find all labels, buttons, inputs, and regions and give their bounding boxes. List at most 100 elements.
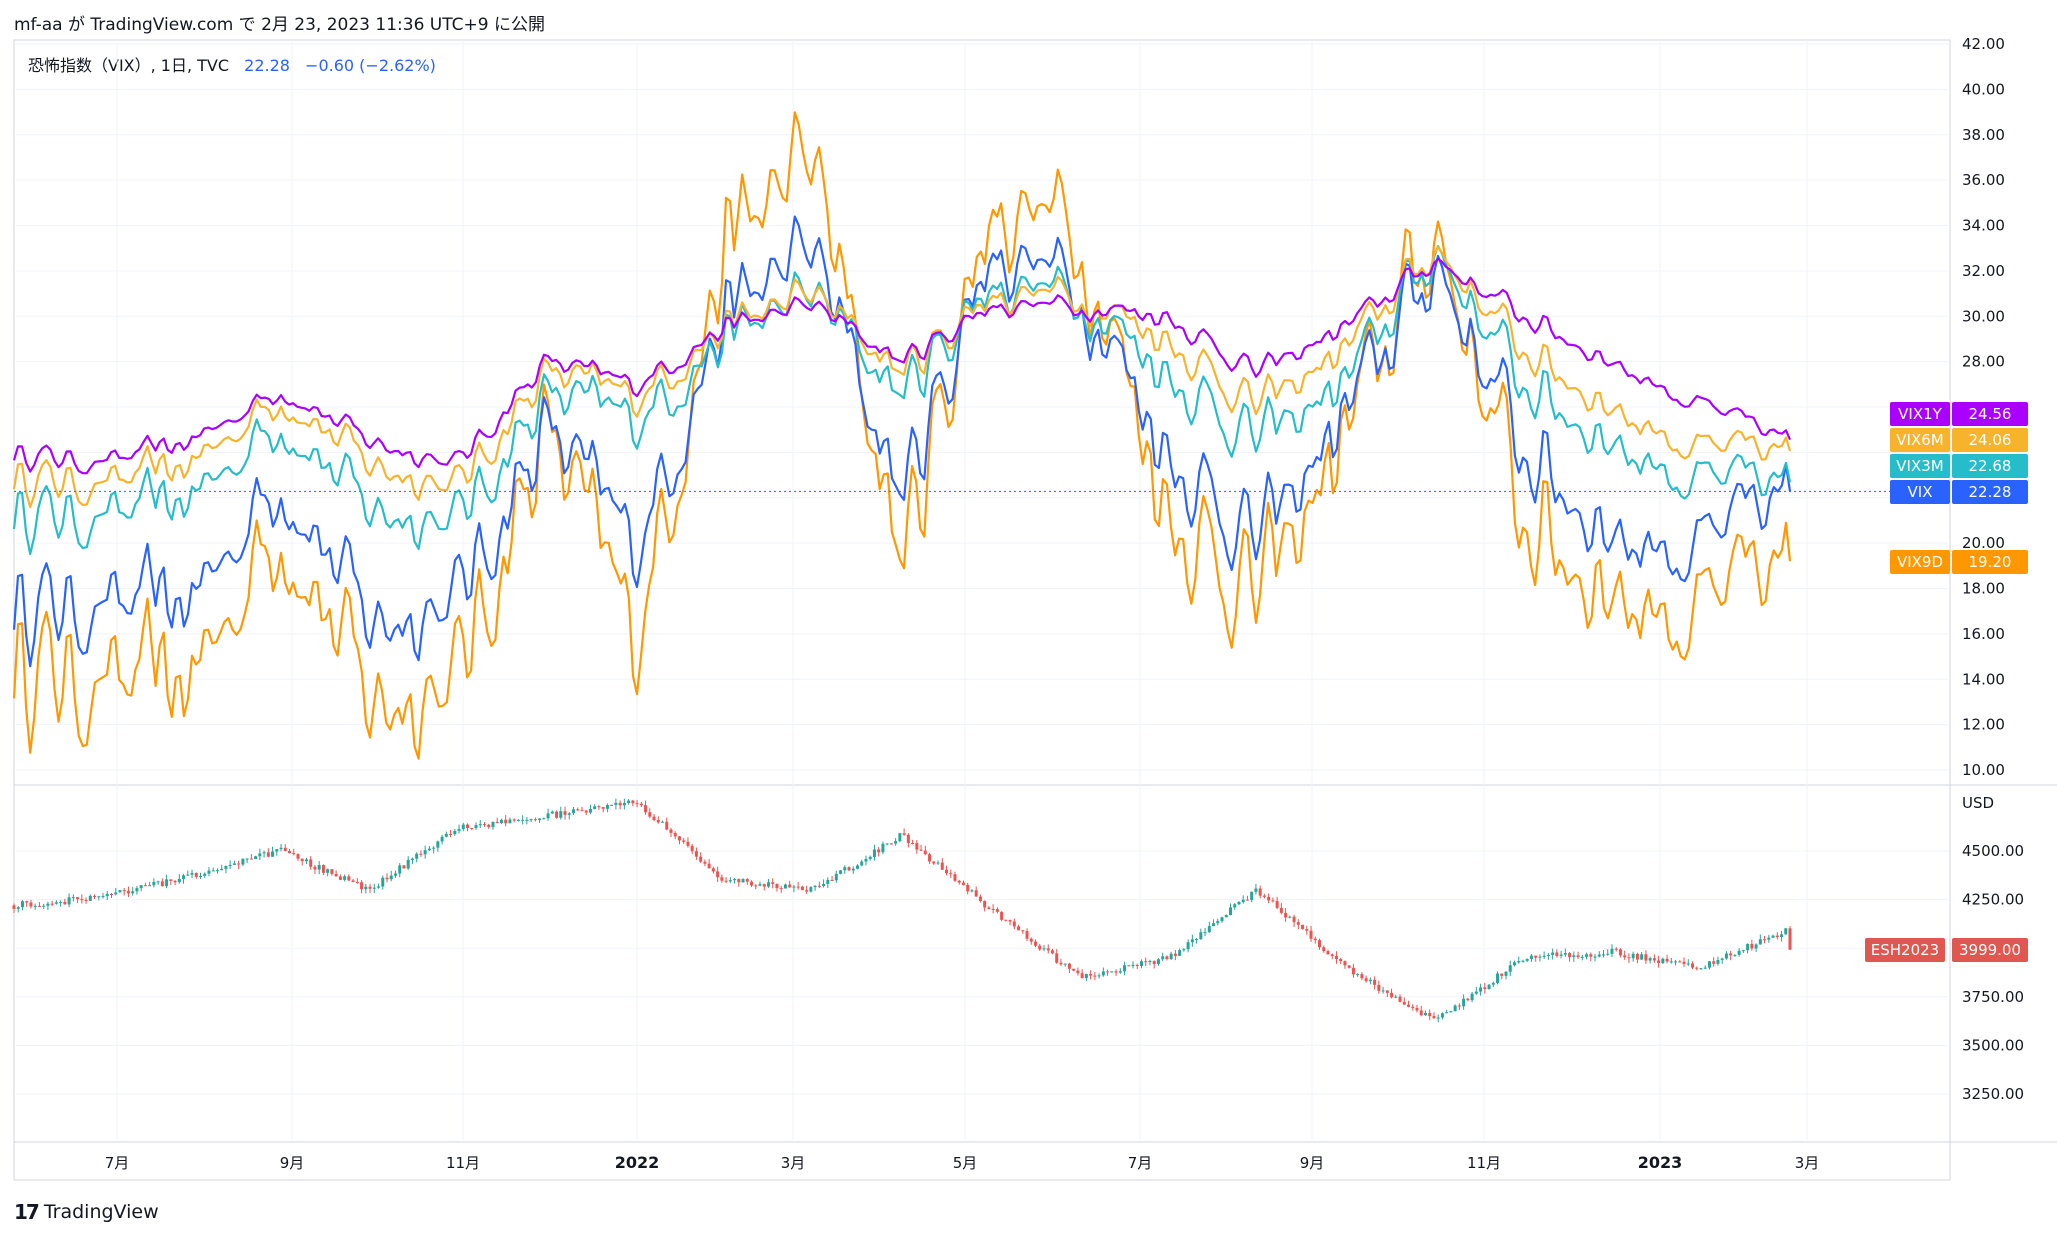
candle-body [826,879,830,884]
candle-body [677,836,681,841]
price-tag-label: VIX6M [1896,431,1943,449]
candle-body [402,865,406,869]
candle-body [1784,928,1788,935]
candle-body [1423,1012,1427,1016]
candle-body [1360,974,1364,979]
candle-body [1780,934,1784,938]
candle-body [326,869,330,873]
candle-body [190,872,194,875]
price-tag-label-bg [1890,480,1950,504]
candle-body [1084,973,1088,979]
candle-body [1449,1011,1453,1013]
candle-body [1186,942,1190,950]
candle-body [1466,998,1470,1001]
candle-body [584,810,588,813]
candle-body [953,874,957,881]
candle-body [868,856,872,859]
y-tick-label: 10.00 [1962,761,2005,779]
candle-body [182,875,186,879]
candle-body [1686,963,1690,965]
candle-body [1148,961,1152,963]
price-tag-label: VIX1Y [1898,405,1943,423]
candle-body [974,890,978,897]
y-tick-label: 32.00 [1962,262,2005,280]
candle-body [1127,965,1131,967]
time-axis[interactable]: 7月 9月 11月 2022 3月 5月 7月 9月 11月 2023 3月 [105,1153,1820,1172]
candle-body [1474,991,1478,994]
candle-body [262,852,266,854]
candle-body [84,899,88,901]
candle-body [970,890,974,892]
candle-body [572,809,576,814]
candle-body [855,865,859,869]
candle-body [1169,953,1173,960]
candle-body [631,800,635,804]
series-line-vix3m [12,245,1792,556]
candle-body [406,859,410,869]
candle-body [1245,899,1249,901]
candle-body [266,852,270,857]
candle-body [377,886,381,888]
candle-body [771,882,775,884]
candle-body [1326,951,1330,955]
candle-body [622,802,626,806]
candle-body [1457,1005,1461,1007]
y-tick-label: 34.00 [1962,217,2005,235]
candle-body [1161,956,1165,960]
candle-body [949,873,953,875]
candle-body [720,877,724,881]
candle-body [1402,1001,1406,1005]
candle-body [453,830,457,835]
candle-body [682,840,686,842]
candle-body [347,876,351,881]
candle-body [241,858,245,865]
candle-body [661,821,665,823]
candle-body [330,869,334,874]
candle-body [122,890,126,892]
candle-body [1050,950,1054,954]
candle-body [1720,958,1724,960]
candle-body [427,848,431,851]
candle-body [576,809,580,811]
footer-brand[interactable]: 𝟭𝟳 TradingView [14,1200,159,1224]
candle-body [822,883,826,887]
legend-symbol[interactable]: 恐怖指数（VIX）, 1日, TVC [28,56,230,75]
candle-body [1220,917,1224,922]
candle-body [1491,982,1495,985]
candle-body [143,885,147,887]
candle-body [393,873,397,876]
candle-body [1576,955,1580,958]
es-price-axis[interactable]: USD4500.004250.004000.003750.003500.0032… [1962,794,2024,1103]
candle-body [1585,954,1589,957]
candle-body [800,886,804,891]
price-tag-value-bg [1952,402,2028,426]
vix-price-axis[interactable]: 42.00 40.00 38.00 36.00 34.00 32.00 30.00 28.00… [1962,35,2005,779]
candle-body [71,897,75,899]
candle-body [512,819,516,821]
candle-body [1017,926,1021,931]
candle-body [1106,971,1110,973]
candle-body [1665,958,1669,962]
candle-body [368,886,372,889]
y-tick-label: 30.00 [1962,307,2005,325]
price-tag-label-bg [1890,402,1950,426]
candle-body [504,819,508,824]
y-axis-unit: USD [1962,794,1994,812]
candle-body [1707,961,1711,968]
candle-body [109,893,113,895]
candle-body [415,853,419,859]
candle-body [1483,987,1487,989]
candle-body [601,807,605,809]
price-tag-value-bg [1952,480,2028,504]
candle-body [343,876,347,880]
candle-body [309,859,313,867]
price-tag-label: VIX [1908,483,1933,501]
candle-body [114,892,118,895]
candle-body [1394,996,1398,998]
candle-body [1661,958,1665,964]
candle-body [1165,956,1169,960]
candle-body [478,824,482,826]
price-tag-value-bg [1952,938,2028,962]
y-tick-label: 20.00 [1962,534,2005,552]
